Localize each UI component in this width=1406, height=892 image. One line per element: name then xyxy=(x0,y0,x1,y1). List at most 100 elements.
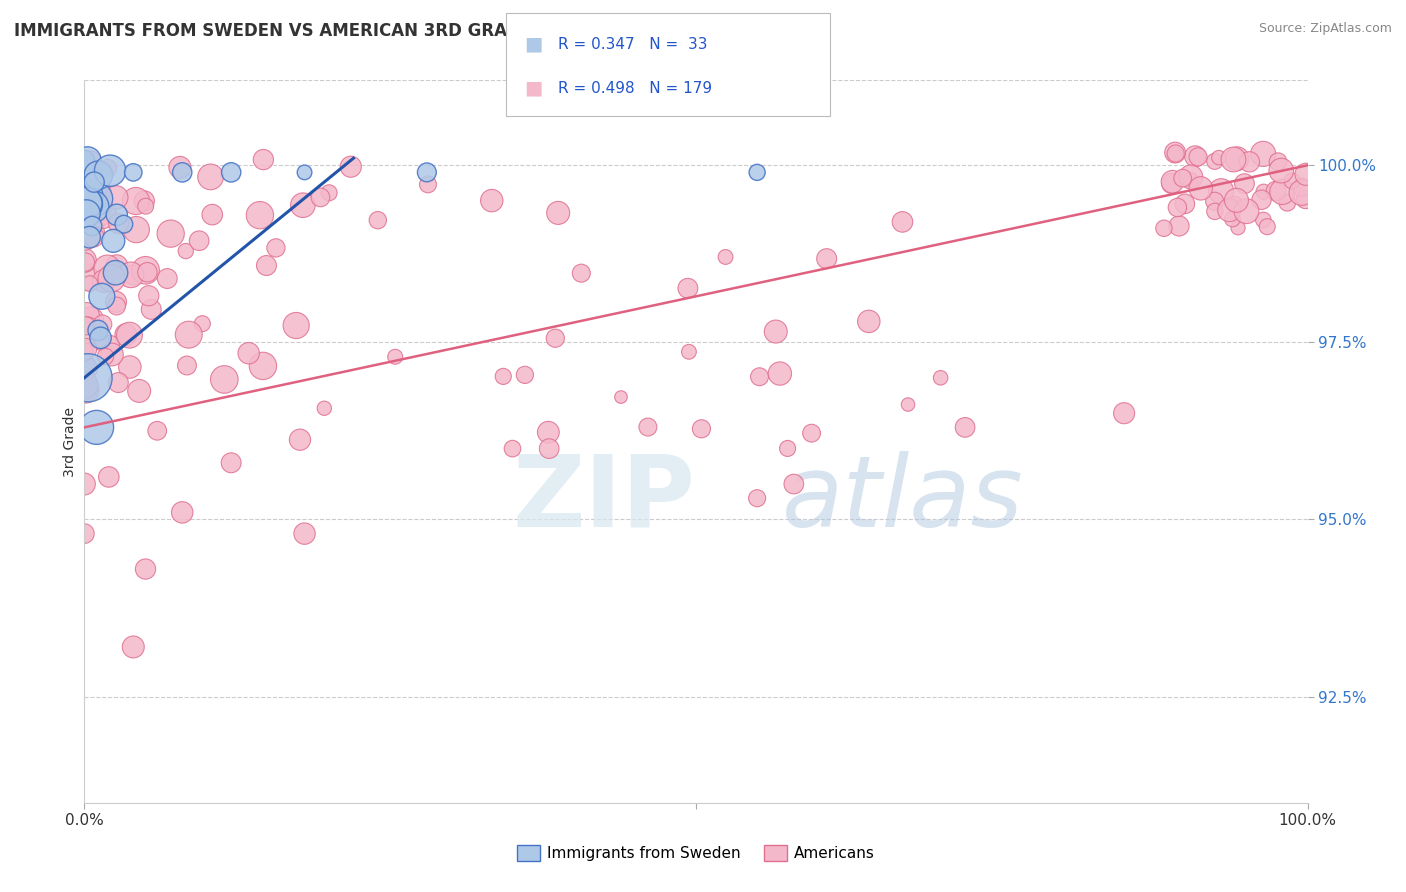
Point xyxy=(1204,194,1226,209)
Point xyxy=(309,190,332,204)
Point xyxy=(73,270,96,285)
Point xyxy=(1161,175,1184,189)
Point xyxy=(219,456,242,470)
Point xyxy=(174,244,197,258)
Point xyxy=(73,253,96,268)
Point xyxy=(769,367,792,381)
Point xyxy=(416,165,439,179)
Point xyxy=(294,526,316,541)
Point xyxy=(1160,177,1182,191)
Point xyxy=(90,289,112,303)
Point xyxy=(97,470,120,484)
Point xyxy=(105,190,128,204)
Point xyxy=(1218,203,1240,218)
Point xyxy=(538,442,561,456)
Point xyxy=(1271,185,1294,199)
Point xyxy=(1114,406,1136,420)
Point xyxy=(537,425,560,440)
Point xyxy=(252,359,274,373)
Point xyxy=(547,206,569,220)
Point xyxy=(75,175,97,189)
Point xyxy=(75,206,97,220)
Text: IMMIGRANTS FROM SWEDEN VS AMERICAN 3RD GRADE CORRELATION CHART: IMMIGRANTS FROM SWEDEN VS AMERICAN 3RD G… xyxy=(14,22,737,40)
Point xyxy=(135,562,157,576)
Point xyxy=(75,318,97,333)
Point xyxy=(1208,151,1230,165)
Text: Source: ZipAtlas.com: Source: ZipAtlas.com xyxy=(1258,22,1392,36)
Point xyxy=(105,208,128,222)
Point xyxy=(492,369,515,384)
Point xyxy=(953,420,976,434)
Point xyxy=(75,255,97,269)
Point xyxy=(1253,213,1275,227)
Point xyxy=(73,206,96,220)
Point xyxy=(75,194,97,208)
Point xyxy=(105,259,128,273)
Point xyxy=(96,261,118,276)
Point xyxy=(75,193,97,207)
Point xyxy=(73,165,96,179)
Point xyxy=(747,165,769,179)
Point xyxy=(94,350,117,364)
Point xyxy=(384,350,406,364)
Point xyxy=(98,163,121,178)
Point xyxy=(1164,146,1187,161)
Point xyxy=(219,165,242,179)
Point xyxy=(544,331,567,345)
Point xyxy=(1180,169,1202,184)
Point xyxy=(87,323,110,337)
Point xyxy=(73,361,96,376)
Y-axis label: 3rd Grade: 3rd Grade xyxy=(63,407,77,476)
Point xyxy=(1226,152,1249,166)
Point xyxy=(118,359,141,374)
Point xyxy=(1223,197,1246,211)
Point xyxy=(89,185,111,199)
Point xyxy=(120,268,142,282)
Point xyxy=(1256,219,1278,234)
Point xyxy=(80,183,103,197)
Point xyxy=(188,234,211,248)
Point xyxy=(1168,219,1191,233)
Point xyxy=(1187,150,1209,164)
Point xyxy=(75,196,97,211)
Point xyxy=(1236,204,1258,219)
Point xyxy=(637,420,659,434)
Point xyxy=(82,200,104,214)
Point xyxy=(1166,201,1188,215)
Point xyxy=(1211,184,1233,198)
Point xyxy=(858,314,880,328)
Point xyxy=(610,390,633,404)
Point xyxy=(75,197,97,211)
Point xyxy=(169,161,191,175)
Point xyxy=(1153,221,1175,235)
Point xyxy=(83,229,105,244)
Text: R = 0.347   N =  33: R = 0.347 N = 33 xyxy=(558,37,707,52)
Point xyxy=(264,241,287,255)
Point xyxy=(569,266,592,280)
Point xyxy=(367,213,389,227)
Text: ZIP: ZIP xyxy=(513,450,696,548)
Point xyxy=(105,294,128,309)
Point xyxy=(1281,174,1303,188)
Point xyxy=(105,299,128,313)
Point xyxy=(776,442,799,456)
Point xyxy=(252,153,274,167)
Point xyxy=(104,266,127,280)
Point xyxy=(1295,167,1317,181)
Point xyxy=(76,189,98,203)
Text: ■: ■ xyxy=(524,78,543,97)
Point xyxy=(1253,185,1275,199)
Point xyxy=(156,271,179,285)
Point xyxy=(1267,154,1289,169)
Point xyxy=(75,309,97,323)
Point xyxy=(91,208,114,222)
Point xyxy=(1222,211,1244,226)
Point xyxy=(122,165,145,179)
Point xyxy=(783,477,806,491)
Point xyxy=(676,281,699,295)
Point xyxy=(1184,149,1206,163)
Point xyxy=(91,317,114,331)
Point xyxy=(416,178,439,192)
Point xyxy=(1250,193,1272,207)
Point xyxy=(172,505,194,519)
